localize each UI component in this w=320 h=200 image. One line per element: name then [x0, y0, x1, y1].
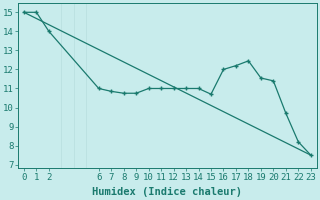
- X-axis label: Humidex (Indice chaleur): Humidex (Indice chaleur): [92, 187, 242, 197]
